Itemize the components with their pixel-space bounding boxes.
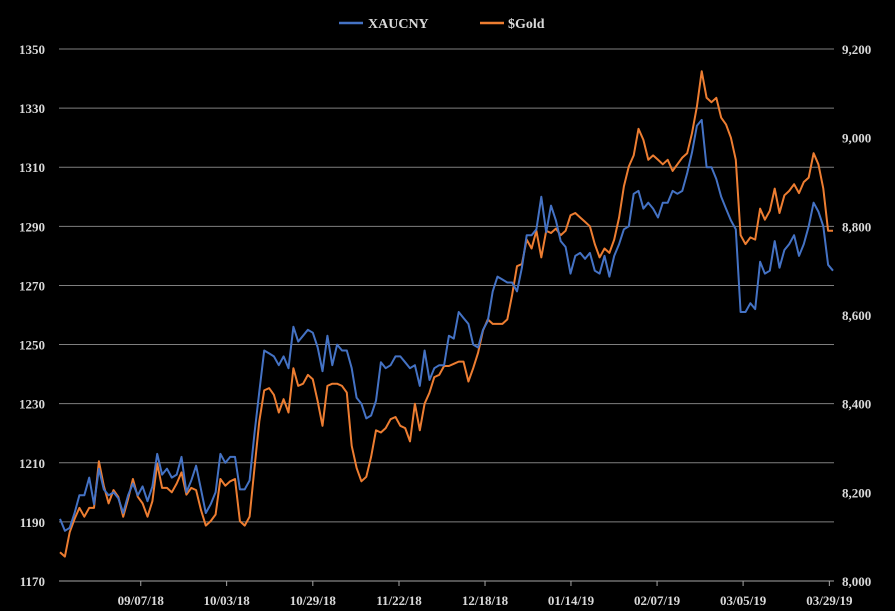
- y-left-tick-label: 1310: [19, 160, 45, 175]
- y-left-tick-label: 1230: [19, 397, 45, 412]
- x-tick-label: 10/29/18: [290, 593, 337, 608]
- x-tick-label: 09/07/18: [118, 593, 165, 608]
- y-right-tick-label: 8,000: [842, 574, 871, 589]
- y-left-tick-label: 1350: [19, 42, 45, 57]
- series-line-xaucny: [59, 118, 834, 532]
- gridlines: [59, 48, 834, 586]
- x-tick-label: 12/18/18: [462, 593, 509, 608]
- x-tick-label: 03/05/19: [720, 593, 767, 608]
- axis-tick-labels: 1170 1190 1210 1230 1250 1270 1290 1310 1330 1350…: [19, 42, 871, 608]
- x-tick-label: 01/14/19: [548, 593, 595, 608]
- y-right-tick-label: 9,000: [842, 131, 871, 146]
- legend-label-gold: $Gold: [508, 17, 545, 32]
- y-left-tick-label: 1270: [19, 278, 45, 293]
- y-left-tick-label: 1250: [19, 338, 45, 353]
- y-right-tick-label: 8,400: [842, 397, 871, 412]
- y-left-tick-label: 1170: [20, 574, 45, 589]
- series-line-gold: [59, 70, 833, 558]
- y-left-tick-label: 1190: [20, 515, 45, 530]
- y-right-tick-label: 8,800: [842, 219, 871, 234]
- y-right-tick-label: 8,600: [842, 308, 871, 323]
- legend-label-xaucny: XAUCNY: [368, 17, 429, 32]
- y-right-tick-label: 8,200: [842, 485, 871, 500]
- y-right-tick-label: 9,200: [842, 42, 871, 57]
- y-left-tick-label: 1210: [19, 456, 45, 471]
- y-left-tick-label: 1330: [19, 101, 45, 116]
- y-left-tick-label: 1290: [19, 219, 45, 234]
- legend: XAUCNY $Gold: [339, 17, 545, 32]
- x-tick-label: 03/29/19: [806, 593, 853, 608]
- x-tick-label: 02/07/19: [634, 593, 681, 608]
- series-layer: [59, 70, 834, 558]
- x-tick-label: 11/22/18: [376, 593, 422, 608]
- x-tick-label: 10/03/18: [204, 593, 251, 608]
